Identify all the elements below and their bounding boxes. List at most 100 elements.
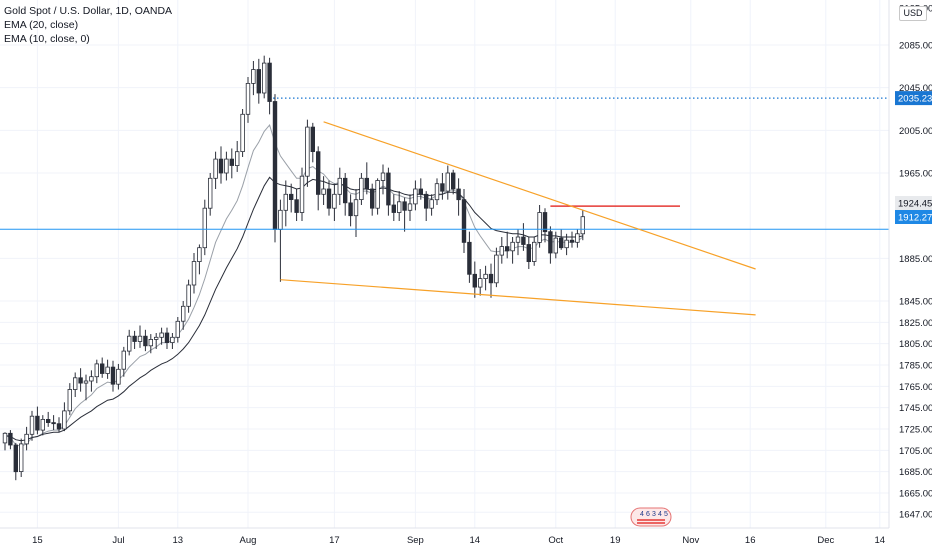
candle-body	[332, 193, 337, 209]
candle	[310, 122, 315, 163]
candle	[267, 57, 272, 115]
candle-body	[153, 336, 159, 340]
candle-body	[159, 332, 164, 338]
candle-body	[488, 273, 494, 284]
price-tick-label: 1685.000	[899, 467, 932, 478]
price-tick-label: 2045.000	[899, 83, 932, 94]
candle-body	[413, 188, 418, 205]
lower-trendline[interactable]	[280, 279, 756, 316]
event-badge-number: 4	[658, 511, 662, 518]
candle-body	[251, 69, 256, 84]
candle-body	[472, 273, 477, 288]
candle	[202, 199, 207, 256]
candle	[224, 151, 229, 181]
candle	[413, 180, 418, 211]
event-badge-number: 3	[652, 511, 656, 518]
candle-body	[267, 62, 272, 102]
ema-layer	[4, 123, 584, 447]
candle	[2, 432, 8, 451]
candle	[24, 426, 29, 451]
candle	[143, 329, 148, 352]
candle-body	[78, 377, 83, 384]
candle-body	[494, 254, 499, 284]
candle	[456, 178, 461, 216]
candle	[121, 346, 126, 377]
indicator-ema20-label[interactable]: EMA (20, close)	[4, 19, 79, 31]
price-tick-label: 1785.000	[899, 361, 932, 372]
price-tick-label: 1845.000	[899, 297, 932, 308]
ema10-line	[4, 123, 584, 447]
candle	[337, 167, 342, 205]
price-tick-label: 1647.000	[899, 510, 932, 521]
price-tick-label: 1885.000	[899, 254, 932, 265]
last-price-tag: 1924.456	[895, 196, 932, 210]
upper-trendline[interactable]	[323, 121, 756, 270]
candle-body	[89, 376, 94, 382]
candle-body	[445, 172, 450, 192]
drawing-layer	[0, 97, 889, 316]
candle	[515, 229, 521, 256]
candle	[305, 119, 310, 187]
candle-body	[46, 418, 51, 423]
candle	[434, 178, 440, 205]
candle-body	[483, 273, 488, 279]
candle	[46, 411, 51, 427]
candle	[348, 194, 353, 227]
time-tick-label: 17	[329, 535, 340, 546]
candle	[56, 417, 62, 433]
candle-body	[375, 180, 380, 209]
event-badge-shape[interactable]	[630, 507, 672, 527]
time-axis[interactable]: 15 Jul 13 Aug 17 Sep 14 Oct 19 Nov 16 Dec 14	[32, 535, 885, 546]
candle-body	[94, 363, 99, 378]
candle	[450, 169, 456, 195]
candle-body	[13, 444, 18, 473]
candle-body	[8, 432, 13, 446]
candle	[137, 325, 143, 348]
candle	[396, 191, 402, 221]
candle	[132, 330, 137, 349]
candle-body	[100, 363, 105, 374]
candle	[391, 194, 396, 221]
candle	[83, 374, 89, 401]
symbol-title[interactable]: Gold Spot / U.S. Dollar, 1D, OANDA	[4, 5, 173, 17]
price-tick-label: 1665.000	[899, 489, 932, 500]
candle-body	[450, 172, 456, 190]
indicator-ema10-label[interactable]: EMA (10, close, 0)	[4, 33, 90, 45]
candle	[542, 208, 548, 243]
candle	[35, 406, 40, 435]
candle-body	[559, 237, 564, 249]
candle	[488, 263, 494, 298]
time-tick-label: 16	[745, 535, 756, 546]
candle-body	[18, 443, 24, 472]
candle	[386, 167, 391, 216]
time-tick-label: 13	[173, 535, 184, 546]
ema20-line	[4, 176, 583, 442]
candle-body	[434, 183, 440, 201]
candle	[575, 229, 580, 248]
candle	[359, 173, 364, 205]
candle-body	[553, 237, 558, 254]
candle-body	[73, 377, 78, 390]
candle	[207, 173, 213, 216]
candle-body	[256, 69, 261, 94]
candle-body	[580, 216, 585, 235]
candle-body	[526, 244, 531, 263]
dotted-level-tag-bg	[895, 91, 932, 106]
event-badge-number: 4	[640, 511, 644, 518]
candle	[440, 173, 445, 200]
price-tick-label: 2085.000	[899, 41, 932, 52]
candle-body	[575, 233, 580, 243]
candle-body	[272, 101, 278, 230]
price-tick-label: 1725.000	[899, 425, 932, 436]
candle-body	[386, 172, 391, 206]
candle-layer	[2, 55, 585, 481]
candle	[89, 370, 94, 392]
candle	[402, 197, 407, 232]
currency-button[interactable]: USD	[899, 6, 927, 21]
time-tick-label: Aug	[240, 535, 257, 546]
candle	[51, 415, 56, 431]
